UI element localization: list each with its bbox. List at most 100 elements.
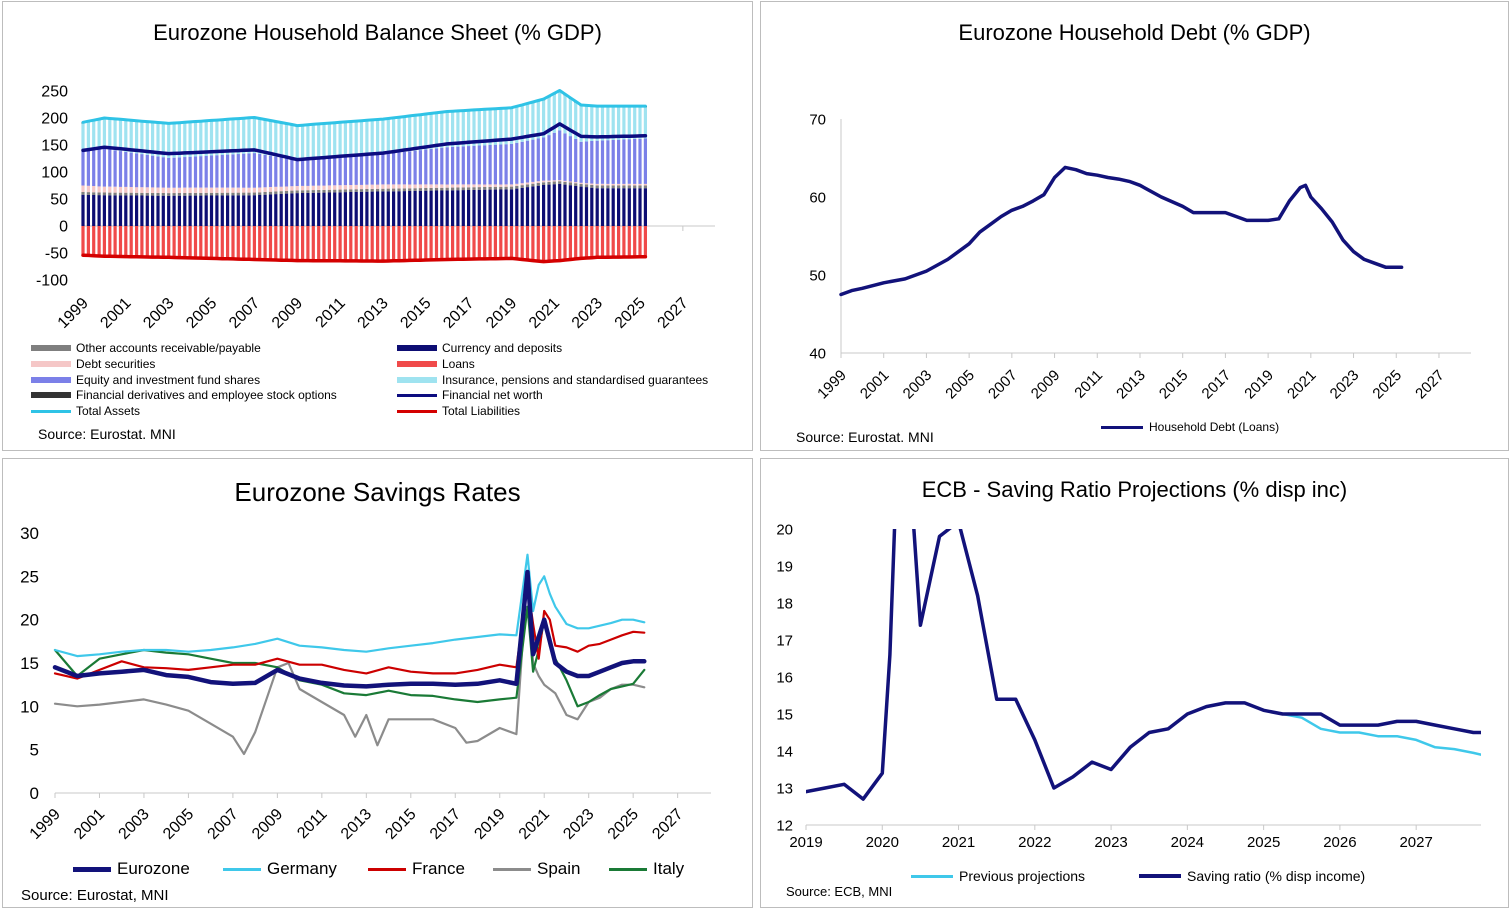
loans-bar [622,226,626,256]
stacked-bar-segment [231,120,235,155]
stacked-bar-segment [552,181,556,185]
loans-bar [472,226,476,258]
loans-bar [92,226,96,255]
stacked-bar-segment [440,113,444,148]
y-tick-label: 15 [776,706,793,723]
stacked-bar-segment [499,189,503,226]
stacked-bar-segment [252,195,256,226]
stacked-bar-segment [617,188,621,226]
loans-bar [124,226,128,256]
x-tick-label: 2001 [71,806,108,843]
stacked-bar-segment [113,192,117,196]
legend-item: Saving ratio (% disp income) [1139,868,1365,884]
loans-bar [161,226,165,257]
stacked-bar-segment [156,187,160,193]
stacked-bar-segment [306,190,310,193]
loans-bar [274,226,278,260]
loans-bar [188,226,192,257]
stacked-bar-segment [263,120,267,155]
saving-projections-chart: 12 13 14 15 16 17 18 19 20 2019 2020 2021 2022 2023 20… [776,521,1481,851]
stacked-bar-segment [204,195,208,226]
stacked-bar-segment [183,187,187,193]
stacked-bar-segment [386,188,390,192]
legend-swatch [31,360,71,367]
stacked-bar-segment [247,118,251,154]
stacked-bar-segment [467,190,471,226]
x-tick-label: 2007 [205,806,242,843]
stacked-bar-segment [633,139,637,184]
stacked-bar-segment [226,187,230,193]
loans-bar [595,226,599,257]
stacked-bar-segment [231,195,235,226]
loans-bar [156,226,160,257]
x-tick-label: 2001 [97,295,134,332]
stacked-bar-segment [188,156,192,188]
stacked-bar-segment [343,185,347,190]
stacked-bar-segment [215,121,219,156]
legend-item: Italy [609,859,684,879]
loans-bar [611,226,615,257]
stacked-bar-segment [542,182,546,185]
stacked-bar-segment [129,187,133,193]
stacked-bar-segment [536,183,540,186]
legend-label: Financial net worth [442,388,543,403]
x-tick-label: 2027 [649,806,686,843]
source-note: Source: Eurostat. MNI [38,426,176,442]
stacked-bar-segment [568,181,572,183]
stacked-bar-segment [247,192,251,196]
stacked-bar-segment [167,195,171,226]
stacked-bar-segment [611,188,615,226]
legend-line-swatch [223,867,261,871]
stacked-bar-segment [493,144,497,185]
y-tick-label: 100 [41,165,68,182]
stacked-bar-segment [547,180,551,182]
stacked-bar-segment [327,185,331,190]
x-tick-label: 2022 [1018,834,1051,851]
stacked-bar-segment [145,187,149,193]
stacked-bar-segment [520,105,524,142]
stacked-bar-segment [408,117,412,152]
stacked-bar-segment [247,187,251,193]
stacked-bar-segment [531,186,535,226]
stacked-bar-segment [595,183,599,186]
loans-bar [536,226,540,260]
stacked-bar-segment [520,141,524,184]
stacked-bar-segment [611,183,615,186]
stacked-bar-segment [397,188,401,192]
stacked-bar-segment [568,136,572,182]
stacked-bar-segment [258,187,262,193]
y-tick-label: 18 [776,595,793,612]
stacked-bar-segment [408,188,412,191]
stacked-bar-segment [301,185,305,191]
stacked-bar-segment [172,124,176,158]
stacked-bar-segment [542,137,546,181]
stacked-bar-segment [472,187,476,190]
stacked-bar-segment [499,144,503,185]
stacked-bar-segment [595,107,599,141]
stacked-bar-segment [86,122,90,151]
stacked-bar-segment [568,185,572,226]
stacked-bar-segment [199,156,203,188]
stacked-bar-segment [445,190,449,226]
x-tick-label: 2027 [1412,367,1448,403]
stacked-bar-segment [81,123,85,152]
x-tick-label: 2015 [397,295,434,332]
stacked-bar-segment [509,108,514,144]
x-tick-label: 2009 [249,806,286,843]
y-tick-label: 13 [776,780,793,797]
source-note: Source: ECB, MNI [786,884,893,899]
loans-bar [381,226,385,260]
loans-bar [456,226,460,259]
stacked-bar-segment [429,187,433,191]
stacked-bar-segment [600,188,605,226]
stacked-bar-segment [622,188,626,226]
stacked-bar-segment [92,192,96,195]
x-tick-label: 2019 [483,295,520,332]
stacked-bar-segment [102,195,106,226]
stacked-bar-segment [627,107,631,140]
stacked-bar-segment [456,187,460,191]
stacked-bar-segment [584,187,589,226]
stacked-bar-segment [461,190,465,226]
